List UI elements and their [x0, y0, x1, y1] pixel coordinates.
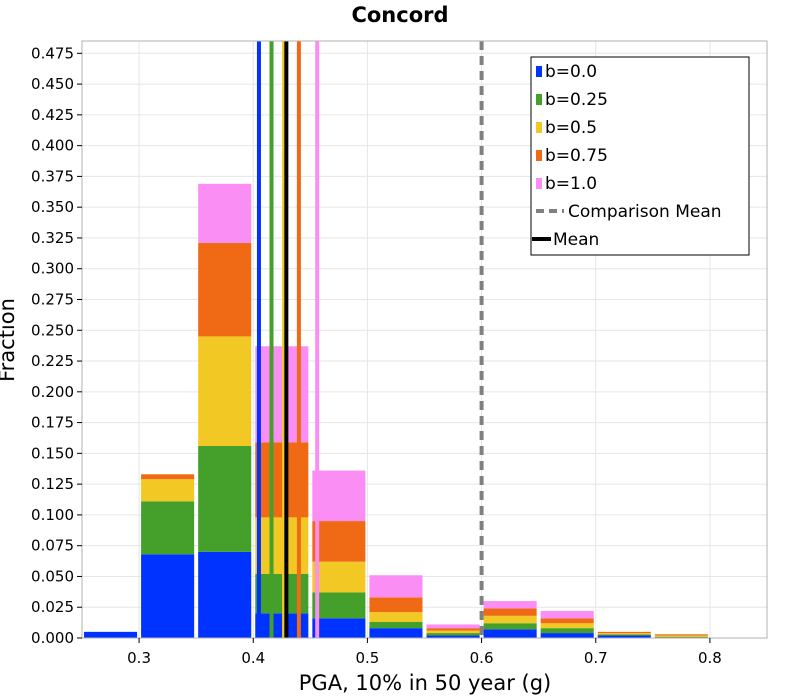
bar-segment [141, 501, 195, 555]
bar-segment [426, 633, 480, 636]
legend-swatch [536, 150, 542, 161]
bar-segment [141, 554, 195, 638]
x-tick-label: 0.7 [584, 649, 608, 667]
bar-segment [198, 242, 252, 337]
bar-segment [426, 630, 480, 634]
x-axis-ticks: 0.3 0.4 0.5 0.6 0.7 0.8 [127, 638, 722, 667]
legend-label: b=0.75 [545, 146, 608, 166]
bar-segment [483, 623, 537, 630]
y-tick-label: 0.300 [31, 260, 74, 278]
legend: b=0.0 b=0.25 b=0.5 b=0.75 b=1.0 Comparison Me… [530, 56, 750, 256]
bar-segment [597, 634, 651, 636]
y-tick-label: 0.275 [31, 290, 74, 308]
bar-segment [654, 635, 708, 637]
y-tick-label: 0.125 [31, 475, 74, 493]
bar-segment [540, 610, 594, 619]
y-tick-label: 0.175 [31, 414, 74, 432]
y-tick-label: 0.050 [31, 567, 74, 585]
legend-label: Mean [553, 230, 599, 250]
y-tick-label: 0.025 [31, 598, 74, 616]
legend-label: b=1.0 [545, 174, 597, 194]
bar-segment [654, 636, 708, 638]
bar-segment [426, 635, 480, 638]
y-tick-label: 0.400 [31, 137, 74, 155]
legend-swatch [536, 178, 542, 189]
legend-swatch [536, 122, 542, 133]
bar-segment [369, 621, 423, 629]
y-tick-label: 0.475 [31, 44, 74, 62]
x-tick-label: 0.3 [127, 649, 151, 667]
bar-segment [141, 474, 195, 480]
y-tick-label: 0.000 [31, 629, 74, 647]
y-tick-label: 0.250 [31, 321, 74, 339]
bar-segment [369, 612, 423, 622]
plot-frame [81, 40, 768, 639]
bar-segment [483, 608, 537, 616]
bar-segment [483, 601, 537, 609]
bar-segment [540, 618, 594, 624]
bar-segment [426, 628, 480, 631]
bar-segment [312, 521, 366, 562]
bar-segment [483, 629, 537, 638]
legend-label: Comparison Mean [568, 202, 722, 222]
x-axis-label: PGA, 10% in 50 year (g) [299, 671, 551, 695]
bar-segment [84, 631, 138, 638]
bar-segment [597, 631, 651, 634]
x-tick-label: 0.4 [241, 649, 265, 667]
bar-segment [540, 623, 594, 629]
y-tick-label: 0.375 [31, 167, 74, 185]
mean-lines-layer [256, 41, 484, 638]
y-tick-label: 0.075 [31, 537, 74, 555]
bar-segment [198, 183, 252, 243]
legend-label: b=0.5 [545, 118, 597, 138]
bar-segment [483, 615, 537, 624]
y-tick-label: 0.100 [31, 506, 74, 524]
bar-segment [654, 634, 708, 636]
legend-label: b=0.0 [545, 62, 597, 82]
legend-swatch [536, 94, 542, 105]
bars-layer [84, 183, 708, 638]
y-tick-label: 0.425 [31, 106, 74, 124]
bar-segment [369, 597, 423, 613]
bar-segment [312, 470, 366, 522]
y-tick-label: 0.225 [31, 352, 74, 370]
bar-segment [198, 445, 252, 552]
bar-segment [540, 628, 594, 634]
bar-segment [312, 561, 366, 593]
y-tick-label: 0.150 [31, 444, 74, 462]
y-axis-ticks: 0.000 0.025 0.050 0.075 0.100 0.125 0.150 0.175… [31, 44, 82, 647]
bar-segment [540, 633, 594, 638]
bar-segment [597, 635, 651, 638]
bar-segment [369, 628, 423, 638]
chart-title: Concord [351, 3, 448, 27]
y-tick-label: 0.350 [31, 198, 74, 216]
bar-segment [369, 575, 423, 598]
legend-box [530, 56, 750, 256]
x-tick-label: 0.8 [698, 649, 722, 667]
y-tick-label: 0.200 [31, 383, 74, 401]
bar-segment [312, 592, 366, 619]
bar-segment [597, 633, 651, 635]
x-tick-label: 0.6 [470, 649, 494, 667]
bar-segment [141, 479, 195, 502]
bar-segment [198, 336, 252, 446]
legend-swatch [536, 66, 542, 77]
bar-segment [312, 618, 366, 638]
y-tick-label: 0.325 [31, 229, 74, 247]
grid-layer [82, 41, 767, 639]
y-tick-label: 0.450 [31, 75, 74, 93]
x-tick-label: 0.5 [355, 649, 379, 667]
bar-segment [198, 551, 252, 638]
bar-segment [426, 624, 480, 629]
legend-label: b=0.25 [545, 90, 608, 110]
y-axis-label: Fraction [0, 298, 19, 382]
